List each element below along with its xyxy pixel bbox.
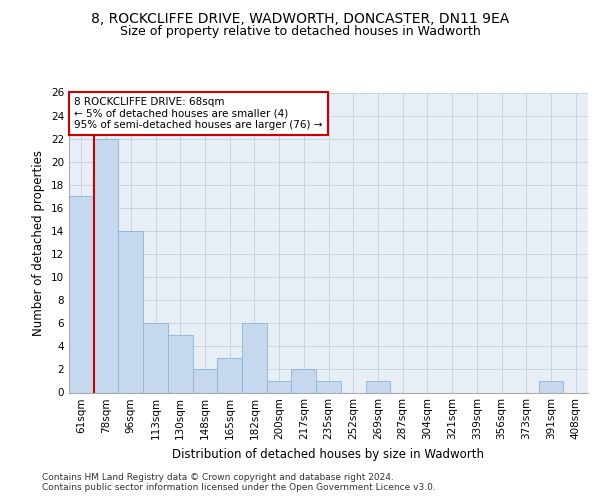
Bar	[69, 196, 94, 392]
Bar	[292, 370, 316, 392]
Bar	[118, 231, 143, 392]
Text: Contains HM Land Registry data © Crown copyright and database right 2024.
Contai: Contains HM Land Registry data © Crown c…	[42, 472, 436, 492]
Bar	[217, 358, 242, 392]
Bar	[365, 381, 390, 392]
Text: 8 ROCKCLIFFE DRIVE: 68sqm
← 5% of detached houses are smaller (4)
95% of semi-de: 8 ROCKCLIFFE DRIVE: 68sqm ← 5% of detach…	[74, 97, 323, 130]
Text: 8, ROCKCLIFFE DRIVE, WADWORTH, DONCASTER, DN11 9EA: 8, ROCKCLIFFE DRIVE, WADWORTH, DONCASTER…	[91, 12, 509, 26]
Bar	[193, 370, 217, 392]
Bar	[143, 324, 168, 392]
Bar	[267, 381, 292, 392]
Y-axis label: Number of detached properties: Number of detached properties	[32, 150, 46, 336]
Bar	[94, 138, 118, 392]
Bar	[242, 324, 267, 392]
X-axis label: Distribution of detached houses by size in Wadworth: Distribution of detached houses by size …	[173, 448, 485, 461]
Bar	[539, 381, 563, 392]
Bar	[316, 381, 341, 392]
Bar	[168, 335, 193, 392]
Text: Size of property relative to detached houses in Wadworth: Size of property relative to detached ho…	[119, 24, 481, 38]
